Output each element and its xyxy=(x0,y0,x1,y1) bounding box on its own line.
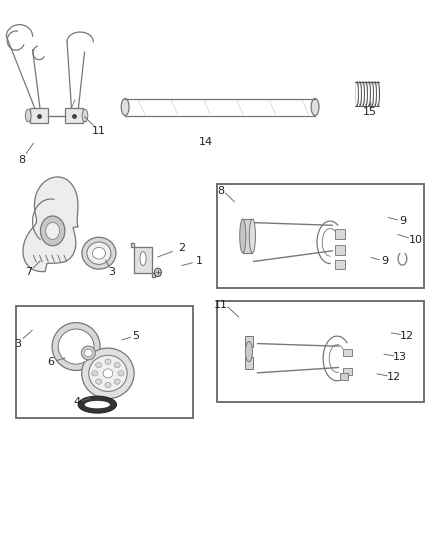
Polygon shape xyxy=(131,243,155,277)
Text: 4: 4 xyxy=(74,397,81,407)
Ellipse shape xyxy=(114,379,120,384)
Text: 7: 7 xyxy=(25,267,33,277)
Text: 10: 10 xyxy=(409,235,423,245)
Ellipse shape xyxy=(82,109,88,122)
Text: 9: 9 xyxy=(400,216,407,227)
Ellipse shape xyxy=(92,247,106,259)
Text: 15: 15 xyxy=(363,107,377,117)
Ellipse shape xyxy=(245,342,252,362)
Text: 8: 8 xyxy=(218,186,225,196)
Text: 12: 12 xyxy=(400,330,414,341)
Text: 8: 8 xyxy=(18,155,25,165)
Bar xyxy=(336,260,345,269)
Ellipse shape xyxy=(121,99,129,116)
Bar xyxy=(244,336,253,348)
Bar xyxy=(336,229,345,239)
Ellipse shape xyxy=(240,219,246,253)
Polygon shape xyxy=(23,177,78,272)
Ellipse shape xyxy=(52,322,100,370)
Bar xyxy=(16,306,193,418)
Ellipse shape xyxy=(89,356,127,391)
Bar xyxy=(244,357,253,368)
Ellipse shape xyxy=(78,396,117,413)
Ellipse shape xyxy=(85,349,92,357)
Ellipse shape xyxy=(25,109,31,122)
Ellipse shape xyxy=(92,370,98,376)
Text: 6: 6 xyxy=(47,357,54,367)
Ellipse shape xyxy=(82,348,134,399)
Text: 3: 3 xyxy=(14,338,21,349)
Ellipse shape xyxy=(105,359,111,365)
Circle shape xyxy=(154,268,161,277)
Text: 13: 13 xyxy=(393,352,407,362)
Ellipse shape xyxy=(87,242,111,264)
Ellipse shape xyxy=(249,219,255,253)
Ellipse shape xyxy=(114,362,120,368)
Ellipse shape xyxy=(311,99,319,116)
Text: 1: 1 xyxy=(196,256,203,266)
Bar xyxy=(340,373,348,379)
Bar xyxy=(343,349,352,357)
Bar xyxy=(65,108,83,123)
Text: 2: 2 xyxy=(178,243,185,253)
Ellipse shape xyxy=(118,370,124,376)
Bar xyxy=(217,301,424,402)
Text: 12: 12 xyxy=(387,372,401,382)
Ellipse shape xyxy=(95,362,102,368)
Circle shape xyxy=(46,222,60,239)
Text: 3: 3 xyxy=(109,267,116,277)
Ellipse shape xyxy=(95,379,102,384)
Ellipse shape xyxy=(58,329,94,364)
Bar xyxy=(30,108,48,123)
Ellipse shape xyxy=(140,252,146,265)
Ellipse shape xyxy=(82,237,116,269)
Ellipse shape xyxy=(85,401,110,408)
Ellipse shape xyxy=(103,369,113,378)
Text: 5: 5 xyxy=(133,330,140,341)
Bar xyxy=(217,184,424,288)
Text: 11: 11 xyxy=(92,126,106,136)
Bar xyxy=(343,368,352,375)
Circle shape xyxy=(40,216,65,246)
Bar xyxy=(243,219,252,253)
Ellipse shape xyxy=(81,346,95,360)
Bar xyxy=(336,245,345,255)
Text: 11: 11 xyxy=(214,300,228,310)
Text: 9: 9 xyxy=(381,256,389,266)
Text: 14: 14 xyxy=(199,136,213,147)
Ellipse shape xyxy=(105,382,111,387)
